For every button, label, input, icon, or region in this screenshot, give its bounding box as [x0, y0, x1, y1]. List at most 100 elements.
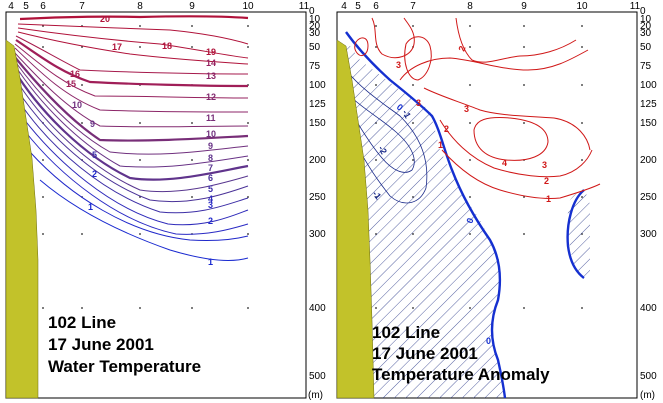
chart-caption: 102 Line 17 June 2001 Temperature Anomal… [372, 323, 550, 384]
sample-point [581, 84, 583, 86]
contour-label-18: 18 [162, 41, 172, 51]
contour-label-3c: 3 [542, 160, 547, 170]
depth-tick-75: 75 [309, 61, 321, 72]
anomaly-contour-plus1b [371, 17, 415, 59]
sample-point [81, 84, 83, 86]
sample-point [523, 196, 525, 198]
contour-label-11: 11 [206, 113, 216, 123]
station-tick-4: 4 [341, 1, 347, 12]
anomaly-contour-plus2b [455, 17, 577, 63]
depth-tick-250: 250 [640, 192, 657, 203]
negative-anomaly-region [346, 40, 505, 398]
contour-label-5: 5 [208, 184, 213, 194]
sample-point [42, 233, 44, 235]
sample-points [42, 25, 249, 309]
sample-point [139, 159, 141, 161]
anomaly-contour-plus2 [439, 119, 593, 178]
sample-point [523, 25, 525, 27]
depth-tick-300: 300 [309, 229, 326, 240]
sample-point [469, 122, 471, 124]
station-tick-5: 5 [355, 1, 361, 12]
depth-tick-30: 30 [640, 28, 652, 39]
sample-point [469, 25, 471, 27]
depth-tick-125: 125 [309, 99, 326, 110]
depth-tick-500: 500 [309, 371, 326, 382]
contour-label-4: 4 [502, 158, 507, 168]
sample-point [81, 233, 83, 235]
isotherm-16 [15, 35, 249, 75]
sample-point [523, 122, 525, 124]
contour-label-10: 10 [206, 129, 216, 139]
sample-point [523, 233, 525, 235]
depth-tick-100: 100 [309, 80, 326, 91]
sample-point [191, 307, 193, 309]
sample-point [42, 84, 44, 86]
sample-point [523, 84, 525, 86]
depth-tick-500: 500 [640, 371, 657, 382]
caption-date: 17 June 2001 [372, 344, 478, 363]
temperature-contours [13, 15, 249, 261]
contour-label-17: 17 [112, 42, 122, 52]
depth-tick-125: 125 [640, 99, 657, 110]
anomaly-contour-plus3b [399, 49, 589, 81]
anomaly-contour-minus2 [349, 95, 415, 173]
sample-point [247, 233, 249, 235]
contour-label-5b: 5 [92, 150, 97, 160]
sample-point [581, 122, 583, 124]
contour-label-3: 3 [208, 200, 213, 210]
anomaly-contour-value-labels: 0 -1 -2 -1 3 2 1 3 4 3 2 1 2 3 0 0 [370, 45, 551, 346]
sample-point [247, 307, 249, 309]
station-tick-9: 9 [521, 1, 527, 12]
contour-label-2: 2 [444, 124, 449, 134]
sample-point [139, 25, 141, 27]
depth-tick-20: 20 [640, 21, 652, 32]
contour-value-labels: 20 17 18 19 14 13 12 11 10 9 8 7 6 5 4 3… [66, 14, 216, 267]
contour-label-15: 15 [66, 79, 76, 89]
sample-point [469, 84, 471, 86]
depth-tick-30: 30 [309, 28, 321, 39]
station-tick-10: 10 [576, 1, 588, 12]
station-tick-4: 4 [8, 1, 14, 12]
station-tick-8: 8 [137, 1, 143, 12]
isotherm-13 [14, 47, 249, 113]
contour-label-minus2: -2 [376, 144, 389, 156]
depth-tick-10: 10 [640, 14, 652, 25]
isotherm-12 [13, 51, 249, 128]
depth-tick-250: 250 [309, 192, 326, 203]
isotherm-19 [17, 23, 249, 45]
station-tick-labels: 4 5 6 7 8 9 10 11 [341, 1, 640, 12]
sample-point [139, 233, 141, 235]
contour-label-2c: 2 [456, 45, 467, 53]
station-tick-11: 11 [299, 1, 310, 12]
station-tick-5: 5 [23, 1, 29, 12]
contour-label-16: 16 [70, 69, 80, 79]
caption-line-name: 102 Line [48, 313, 116, 332]
contour-label-1b: 1 [88, 202, 93, 212]
anomaly-contour-plus2c [354, 37, 369, 57]
contour-label-12: 12 [206, 92, 216, 102]
contour-label-1b: 1 [546, 194, 551, 204]
contour-label-3: 3 [416, 98, 421, 108]
depth-tick-75: 75 [640, 61, 652, 72]
sample-point [42, 196, 44, 198]
contour-label-9: 9 [208, 141, 213, 151]
contour-label-3b: 3 [464, 104, 469, 114]
sample-point [191, 196, 193, 198]
isotherm-15 [15, 39, 249, 88]
isotherm-8 [13, 69, 249, 181]
isotherm-5 [17, 99, 249, 214]
contour-label-2: 2 [208, 216, 213, 226]
isotherm-7 [14, 77, 249, 193]
negative-anomaly-region-east [567, 191, 590, 280]
anomaly-contour-plus4 [473, 117, 549, 161]
station-tick-7: 7 [410, 1, 416, 12]
sample-point [42, 46, 44, 48]
depth-tick-400: 400 [640, 303, 657, 314]
caption-date: 17 June 2001 [48, 335, 154, 354]
sample-point [191, 159, 193, 161]
sample-point [247, 25, 249, 27]
caption-title: Water Temperature [48, 357, 201, 376]
station-tick-6: 6 [40, 1, 46, 12]
